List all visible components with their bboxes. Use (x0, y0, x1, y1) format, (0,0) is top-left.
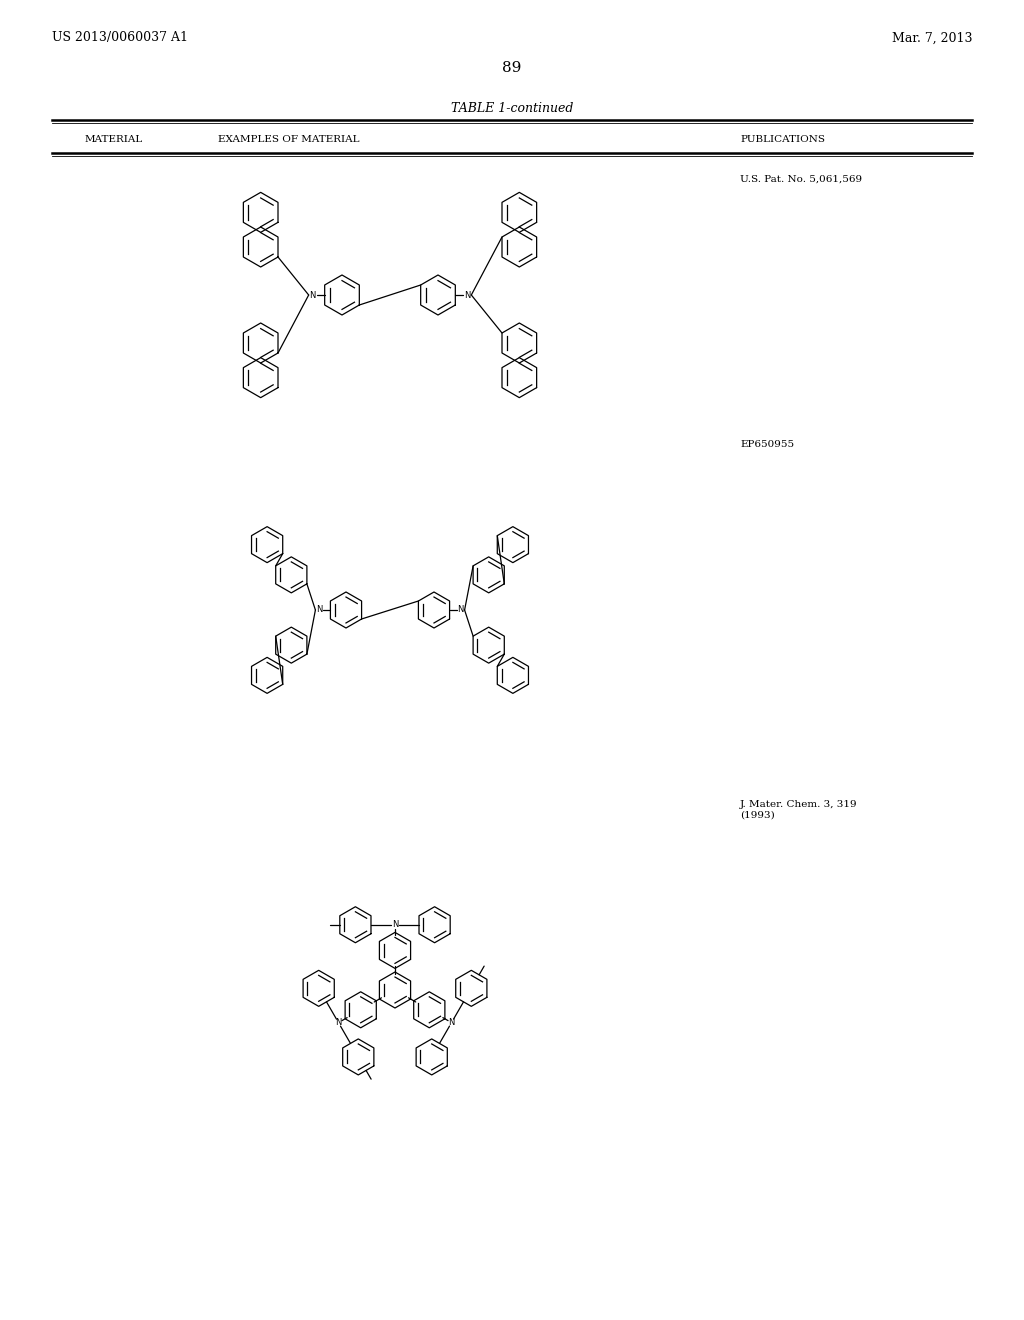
Text: N: N (316, 606, 323, 615)
Text: 89: 89 (503, 61, 521, 75)
Text: N: N (392, 920, 398, 929)
Text: N: N (309, 290, 315, 300)
Text: EXAMPLES OF MATERIAL: EXAMPLES OF MATERIAL (218, 136, 359, 144)
Text: N: N (449, 1018, 455, 1027)
Text: MATERIAL: MATERIAL (85, 136, 143, 144)
Text: N: N (464, 290, 470, 300)
Text: N: N (335, 1018, 342, 1027)
Text: PUBLICATIONS: PUBLICATIONS (740, 136, 825, 144)
Text: US 2013/0060037 A1: US 2013/0060037 A1 (52, 32, 188, 45)
Text: Mar. 7, 2013: Mar. 7, 2013 (892, 32, 972, 45)
Text: EP650955: EP650955 (740, 440, 795, 449)
Text: TABLE 1-continued: TABLE 1-continued (451, 102, 573, 115)
Text: U.S. Pat. No. 5,061,569: U.S. Pat. No. 5,061,569 (740, 176, 862, 183)
Text: N: N (458, 606, 464, 615)
Text: J. Mater. Chem. 3, 319
(1993): J. Mater. Chem. 3, 319 (1993) (740, 800, 858, 820)
